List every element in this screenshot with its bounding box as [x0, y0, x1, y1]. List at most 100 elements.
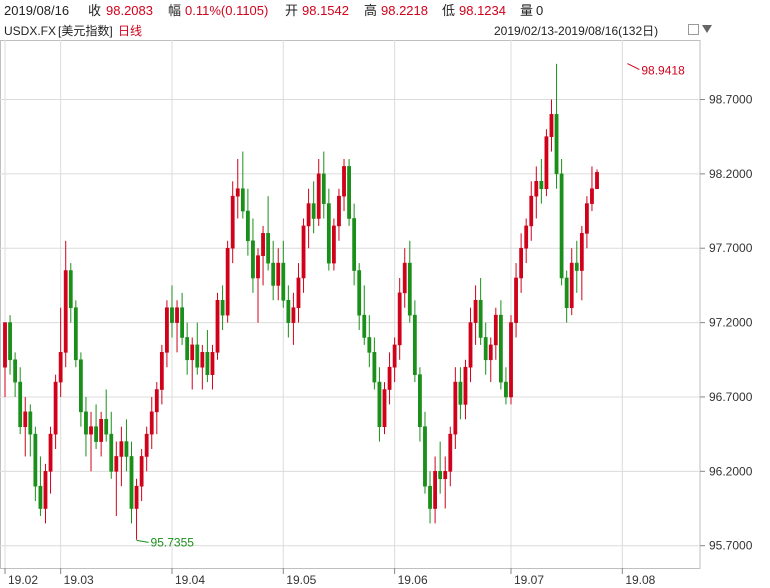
- candle-body: [170, 307, 174, 323]
- candle-body: [240, 188, 245, 212]
- quote-header: 2019/08/16 收 98.2083 幅 0.11%(0.1105) 开 9…: [0, 0, 770, 22]
- candle-body: [79, 359, 83, 413]
- candle-body: [331, 225, 336, 264]
- candle-body: [463, 366, 468, 405]
- candle-body: [3, 322, 7, 368]
- candle-body: [190, 344, 195, 361]
- high-value: 98.2218: [381, 3, 428, 18]
- dropdown-triangle-icon[interactable]: [702, 25, 712, 33]
- y-tick-label: 95.7000: [709, 539, 753, 553]
- candle-body: [453, 381, 458, 435]
- candle-body: [397, 292, 402, 346]
- candle-body: [245, 210, 250, 242]
- candle-body: [478, 299, 483, 338]
- candle-body: [139, 456, 144, 487]
- candle-body: [423, 426, 427, 487]
- candle-body: [412, 314, 417, 375]
- candle-body: [215, 299, 220, 353]
- candle-body: [134, 485, 139, 509]
- candle-body: [595, 172, 599, 190]
- candle-body: [402, 262, 407, 294]
- candle-body: [352, 218, 357, 271]
- candle-body: [504, 381, 508, 398]
- candle-body: [195, 344, 200, 368]
- candle-body: [357, 270, 362, 316]
- candle-body: [534, 180, 539, 197]
- candle-body: [256, 255, 260, 279]
- candle-body: [362, 314, 367, 338]
- candle-body: [407, 262, 412, 316]
- candle-body: [347, 166, 351, 219]
- candle-body: [382, 389, 387, 428]
- x-tick-label: 19.06: [398, 573, 428, 587]
- period-label[interactable]: 日线: [118, 24, 143, 38]
- candle-body: [220, 299, 225, 316]
- high-label: 高: [364, 3, 378, 18]
- volume-label: 量: [520, 3, 534, 18]
- x-tick-label: 19.03: [64, 573, 94, 587]
- candle-body: [13, 359, 18, 383]
- min-annotation: 95.7355: [151, 535, 195, 549]
- change-value: 0.11%(0.1105): [185, 3, 269, 18]
- candle-body: [210, 352, 215, 375]
- x-tick-label: 19.08: [625, 573, 655, 587]
- candle-body: [281, 262, 286, 301]
- candle-body: [63, 270, 68, 353]
- candle-body: [38, 485, 43, 509]
- candle-body: [48, 433, 53, 472]
- candle-body: [73, 307, 78, 361]
- volume-value: 0: [536, 3, 544, 18]
- range-toggle-icon[interactable]: [688, 24, 699, 35]
- candle-body: [33, 433, 38, 487]
- max-annotation: 98.9418: [641, 64, 685, 78]
- candle-body: [559, 173, 564, 279]
- candle-body: [554, 114, 559, 175]
- candle-body: [144, 433, 149, 457]
- candle-body: [458, 381, 463, 405]
- candle-body: [574, 262, 579, 271]
- candle-body: [514, 277, 518, 323]
- candle-body: [544, 136, 549, 190]
- candle-body: [387, 366, 392, 390]
- candle-body: [590, 188, 594, 204]
- candle-body: [311, 203, 316, 219]
- close-label: 收: [88, 3, 102, 18]
- candle-body: [89, 426, 93, 435]
- candle-body: [301, 225, 306, 279]
- y-tick-label: 96.7000: [709, 390, 753, 404]
- candle-body: [99, 418, 104, 442]
- candle-body: [438, 471, 443, 480]
- candle-body: [230, 195, 235, 249]
- candle-body: [321, 173, 326, 204]
- x-tick-label: 19.02: [8, 573, 38, 587]
- candle-body: [428, 485, 432, 509]
- open-label: 开: [285, 3, 299, 18]
- candle-body: [53, 381, 58, 435]
- quote-date: 2019/08/16: [4, 3, 70, 18]
- candle-body: [286, 299, 291, 323]
- candle-body: [165, 307, 169, 353]
- candle-body: [448, 433, 453, 472]
- y-tick-label: 97.7000: [709, 241, 753, 255]
- candle-body: [392, 344, 397, 368]
- candle-body: [109, 433, 114, 472]
- candle-body: [291, 307, 296, 323]
- max-pointer: [627, 63, 640, 70]
- candle-body: [498, 314, 503, 383]
- candle-body: [296, 277, 301, 309]
- y-tick-label: 98.2000: [709, 167, 753, 181]
- x-tick-label: 19.05: [286, 573, 316, 587]
- candle-body: [225, 247, 230, 316]
- candle-body: [23, 411, 28, 428]
- instrument-name: [美元指数]: [58, 24, 113, 38]
- candle-body: [493, 314, 498, 346]
- candle-body: [84, 411, 88, 435]
- candle-body: [124, 441, 129, 457]
- candle-body: [251, 240, 255, 279]
- y-tick-label: 97.2000: [709, 316, 753, 330]
- candle-body: [483, 337, 488, 361]
- change-label: 幅: [168, 3, 182, 18]
- candle-body: [529, 195, 534, 227]
- candle-body: [306, 203, 311, 227]
- candle-body: [316, 173, 321, 219]
